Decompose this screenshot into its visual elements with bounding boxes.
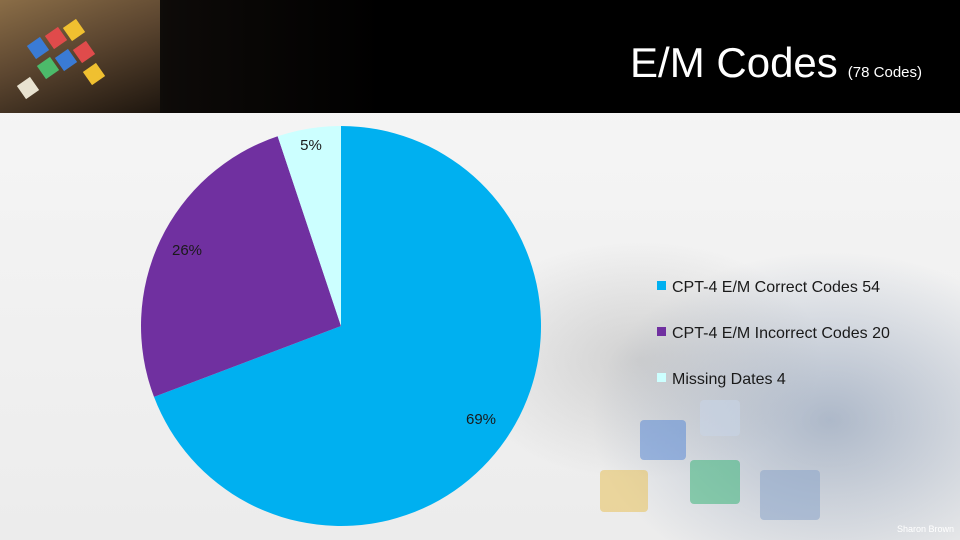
title-subtitle: (78 Codes) [847, 64, 922, 81]
pie-slice [141, 136, 341, 397]
legend-swatch [657, 373, 666, 382]
background-tile [700, 400, 740, 436]
background-tile [600, 470, 648, 512]
legend-swatch [657, 327, 666, 336]
background-tile [690, 460, 740, 504]
background-tile [760, 470, 820, 520]
legend-label: CPT-4 E/M Correct Codes 54 [672, 279, 880, 296]
slide-title: E/M Codes (78 Codes) [630, 42, 922, 84]
data-label: 26% [172, 242, 202, 259]
data-label: 69% [466, 411, 496, 428]
background-tile [640, 420, 686, 460]
pie-slice [154, 126, 542, 526]
legend-label: CPT-4 E/M Incorrect Codes 20 [672, 325, 890, 342]
pie-slice [277, 126, 341, 326]
header-photo [0, 0, 160, 113]
legend-swatch [657, 281, 666, 290]
author-credit: Sharon Brown [896, 524, 954, 534]
legend-label: Missing Dates 4 [672, 371, 786, 388]
data-label: 5% [300, 137, 322, 154]
title-bar: E/M Codes (78 Codes) [0, 0, 960, 113]
title-main: E/M Codes [630, 39, 838, 86]
